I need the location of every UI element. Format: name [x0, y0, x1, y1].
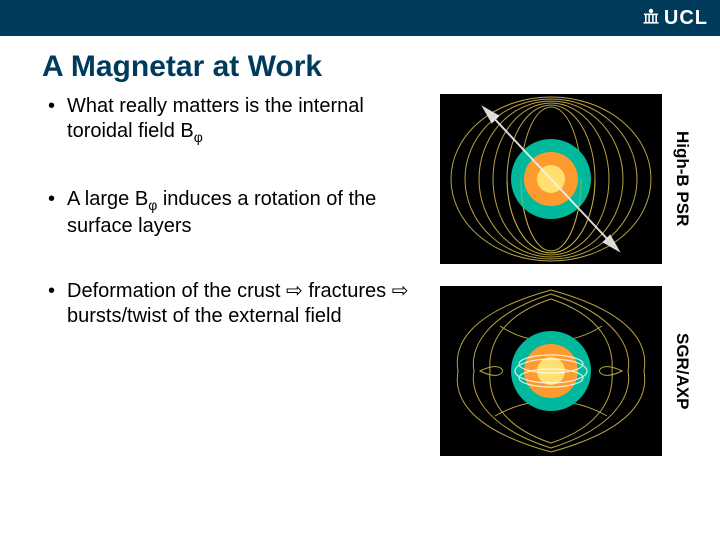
page-title: A Magnetar at Work: [0, 36, 720, 94]
magnetar-figure-bottom: [440, 286, 662, 456]
bullet-item: • A large Bφ induces a rotation of the s…: [46, 187, 430, 240]
figure-block: SGR/AXP: [440, 286, 700, 456]
bullet-dot-icon: •: [48, 94, 55, 119]
bullet-dot-icon: •: [48, 187, 55, 212]
bullet-text: A large Bφ induces a rotation of the sur…: [67, 187, 430, 240]
magnetar-figure-top: [440, 94, 662, 264]
bullet-text: Deformation of the crust ⇨ fractures ⇨ b…: [67, 279, 430, 329]
magnetar-svg: [440, 286, 662, 456]
figures-column: High-B PSR: [440, 94, 700, 456]
bullet-item: • What really matters is the internal to…: [46, 94, 430, 147]
figure-label: High-B PSR: [672, 131, 692, 226]
ucl-logo-text: UCL: [664, 7, 708, 30]
content-area: • What really matters is the internal to…: [0, 94, 720, 456]
magnetar-svg: [440, 94, 662, 264]
figure-block: High-B PSR: [440, 94, 700, 264]
bullet-text: What really matters is the internal toro…: [67, 94, 430, 147]
bullet-dot-icon: •: [48, 279, 55, 304]
bullet-list: • What really matters is the internal to…: [46, 94, 440, 456]
ucl-portico-icon: [642, 7, 660, 30]
ucl-logo: UCL: [642, 7, 708, 30]
bullet-item: • Deformation of the crust ⇨ fractures ⇨…: [46, 279, 430, 329]
figure-label: SGR/AXP: [672, 333, 692, 410]
header-bar: UCL: [0, 0, 720, 36]
